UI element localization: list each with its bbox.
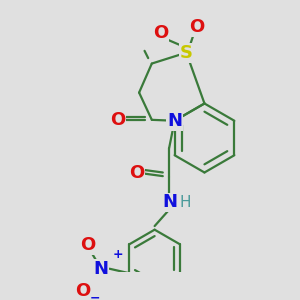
Text: H: H <box>180 195 191 210</box>
Text: O: O <box>80 236 95 254</box>
Text: O: O <box>75 281 90 299</box>
Text: O: O <box>153 24 169 42</box>
Text: +: + <box>113 248 124 261</box>
Text: N: N <box>163 194 178 211</box>
Text: −: − <box>89 291 100 300</box>
Text: S: S <box>180 44 193 62</box>
Text: O: O <box>110 111 125 129</box>
Text: N: N <box>167 112 182 130</box>
Text: O: O <box>190 18 205 36</box>
Text: N: N <box>93 260 108 278</box>
Text: O: O <box>129 164 144 182</box>
